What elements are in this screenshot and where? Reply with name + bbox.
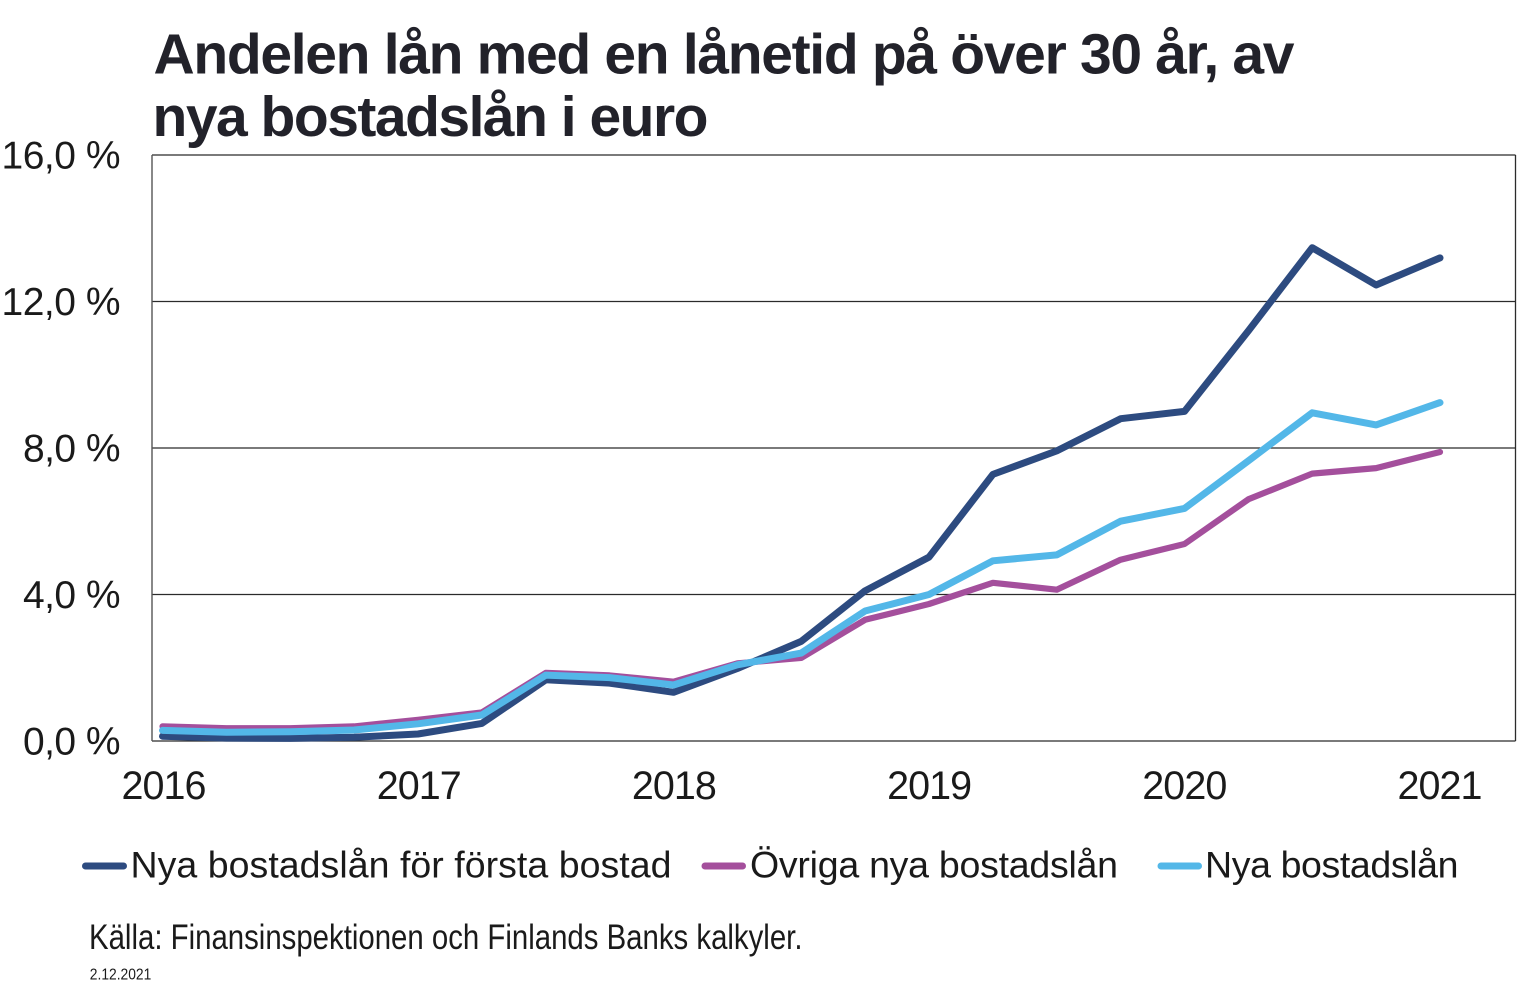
svg-text:2018: 2018 (632, 764, 717, 808)
svg-text:Nya bostadslån: Nya bostadslån (1205, 844, 1459, 886)
svg-text:2021: 2021 (1398, 764, 1483, 808)
svg-text:Övriga nya bostadslån: Övriga nya bostadslån (750, 844, 1118, 886)
svg-text:Nya bostadslån för första bost: Nya bostadslån för första bostad (131, 844, 672, 886)
svg-text:2017: 2017 (377, 764, 462, 808)
svg-text:2019: 2019 (887, 764, 972, 808)
svg-text:nya bostadslån i euro: nya bostadslån i euro (153, 85, 709, 149)
svg-text:2016: 2016 (122, 764, 207, 808)
svg-text:2.12.2021: 2.12.2021 (90, 966, 152, 983)
svg-text:4,0 %: 4,0 % (23, 574, 121, 617)
svg-text:16,0 %: 16,0 % (2, 135, 121, 178)
svg-text:2020: 2020 (1142, 764, 1227, 808)
svg-text:0,0 %: 0,0 % (23, 721, 121, 764)
svg-text:Källa: Finansinspektionen och: Källa: Finansinspektionen och Finlands B… (89, 917, 803, 957)
svg-text:Andelen lån med en lånetid på: Andelen lån med en lånetid på över 30 år… (154, 23, 1295, 87)
svg-text:12,0 %: 12,0 % (2, 281, 121, 324)
svg-text:8,0 %: 8,0 % (23, 428, 121, 471)
